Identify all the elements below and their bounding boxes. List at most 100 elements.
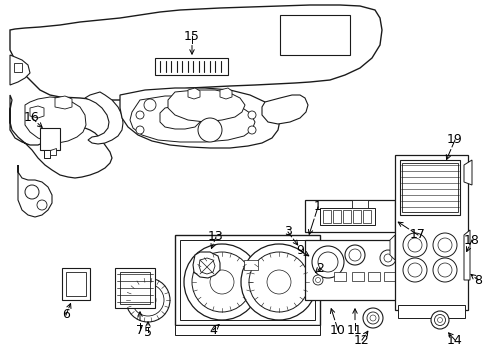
Polygon shape [187,88,200,99]
Circle shape [383,254,391,262]
Circle shape [434,315,445,325]
Circle shape [317,252,337,272]
Polygon shape [44,150,50,158]
Text: 6: 6 [62,309,70,321]
Circle shape [379,250,395,266]
Polygon shape [10,5,381,100]
Polygon shape [10,55,30,85]
Text: 7: 7 [136,324,143,337]
Polygon shape [463,160,471,185]
Bar [333,272,346,281]
Circle shape [407,238,421,252]
Text: 18: 18 [463,234,479,247]
Text: 8: 8 [473,274,481,287]
Text: 4: 4 [209,324,217,337]
Polygon shape [280,15,349,55]
Circle shape [266,270,290,294]
Polygon shape [463,230,469,280]
Polygon shape [305,200,394,232]
Text: 17: 17 [409,229,425,242]
Circle shape [366,312,378,324]
Polygon shape [85,92,123,144]
Circle shape [183,244,260,320]
Polygon shape [394,155,467,310]
Polygon shape [180,240,314,320]
Polygon shape [10,95,112,178]
Bar [367,272,379,281]
Circle shape [140,292,156,308]
Circle shape [247,111,256,119]
Circle shape [395,250,411,266]
Text: 19: 19 [446,134,462,147]
Circle shape [362,308,382,328]
Polygon shape [50,148,56,155]
Circle shape [437,263,451,277]
Bar [352,210,360,223]
Circle shape [312,275,323,285]
Text: 1: 1 [313,201,321,213]
Polygon shape [55,96,72,109]
Polygon shape [130,96,254,142]
Text: 2: 2 [315,261,323,274]
Circle shape [348,249,360,261]
Bar [362,210,370,223]
Circle shape [437,318,442,323]
Polygon shape [30,106,44,118]
Polygon shape [351,200,367,208]
Circle shape [345,245,364,265]
Polygon shape [115,268,155,308]
Circle shape [192,252,251,312]
Circle shape [402,233,426,257]
Polygon shape [319,208,374,225]
Circle shape [430,311,448,329]
Polygon shape [40,128,60,150]
Polygon shape [168,90,244,122]
Text: 13: 13 [208,230,224,243]
Circle shape [132,284,163,316]
Polygon shape [14,63,22,72]
Text: 9: 9 [295,243,304,256]
Polygon shape [25,97,86,143]
Circle shape [399,254,407,262]
Bar [244,260,258,270]
Polygon shape [120,88,280,148]
Bar [323,210,330,223]
Circle shape [136,126,143,134]
Circle shape [37,200,47,210]
Polygon shape [155,58,227,75]
Circle shape [209,270,234,294]
Text: 11: 11 [346,324,362,337]
Text: 5: 5 [143,325,152,338]
Polygon shape [18,165,52,217]
Bar [383,272,395,281]
Circle shape [247,126,256,134]
Circle shape [432,258,456,282]
Bar [399,272,411,281]
Circle shape [198,118,222,142]
Circle shape [136,111,143,119]
Bar [351,272,363,281]
Circle shape [402,258,426,282]
Polygon shape [175,235,319,325]
Text: 10: 10 [329,324,345,337]
Text: 12: 12 [353,333,369,346]
Polygon shape [305,240,419,300]
Bar [399,160,459,215]
Circle shape [311,246,343,278]
Polygon shape [389,235,394,260]
Circle shape [143,99,156,111]
Circle shape [315,278,320,283]
Polygon shape [120,272,150,304]
Polygon shape [199,258,215,274]
Text: 3: 3 [284,225,291,238]
Polygon shape [193,252,220,278]
Bar [342,210,350,223]
Bar [332,210,340,223]
Text: 14: 14 [446,333,462,346]
Circle shape [437,238,451,252]
Polygon shape [262,95,307,124]
Polygon shape [401,163,457,212]
Circle shape [432,233,456,257]
Circle shape [25,185,39,199]
Circle shape [248,252,308,312]
